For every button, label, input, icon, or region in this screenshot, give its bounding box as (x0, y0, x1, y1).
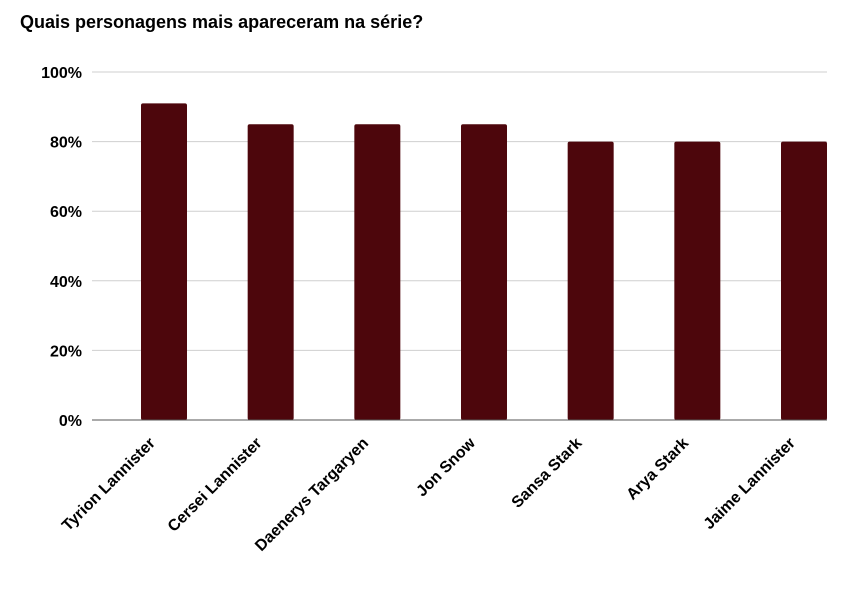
x-tick-label: Jaime Lannister (701, 435, 799, 533)
x-tick-label: Arya Stark (624, 435, 693, 504)
y-tick-label: 20% (50, 343, 82, 360)
bars (141, 103, 827, 420)
x-tick-labels: Tyrion Lannister Cersei LannisterDaenerys… (59, 434, 799, 554)
y-tick-label: 40% (50, 274, 82, 291)
x-tick-label: Tyrion Lannister (59, 435, 159, 535)
x-tick-label: Cersei Lannister (165, 435, 266, 536)
bar (354, 124, 401, 420)
bar (567, 141, 614, 420)
bar (461, 124, 507, 420)
y-tick-label: 60% (50, 204, 82, 221)
bar (674, 141, 721, 420)
bar (247, 124, 294, 420)
chart-title: Quais personagens mais apareceram na sér… (20, 12, 424, 32)
y-tick-labels: 0% 20% 40% 60% 80% 100% (41, 65, 82, 430)
x-tick-label: Daenerys Targaryen (252, 435, 372, 555)
x-tick-label: Sansa Stark (509, 435, 586, 512)
y-tick-label: 0% (59, 413, 82, 430)
bar (781, 141, 827, 420)
y-tick-label: 80% (50, 135, 82, 152)
bar (141, 103, 187, 420)
x-tick-label: Jon Snow (413, 434, 479, 500)
y-tick-label: 100% (41, 65, 82, 82)
